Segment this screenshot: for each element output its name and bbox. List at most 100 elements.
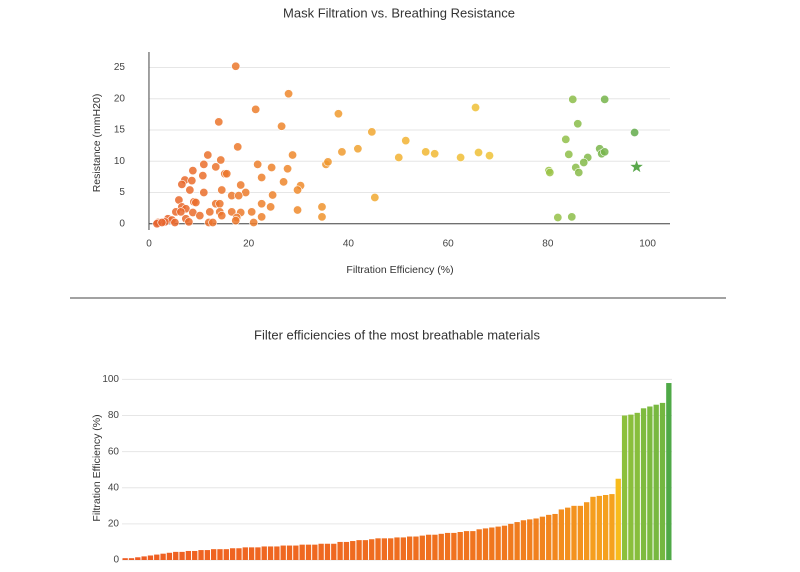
- bar: [324, 543, 331, 560]
- bar: [602, 494, 609, 560]
- point: [471, 103, 481, 113]
- point: [214, 117, 224, 127]
- bar: [552, 513, 558, 560]
- point: [279, 177, 289, 187]
- bar: [425, 534, 432, 560]
- bar: [356, 540, 362, 560]
- point: [267, 163, 277, 173]
- bar: [255, 547, 261, 560]
- bar: [634, 412, 640, 560]
- point: [474, 148, 484, 158]
- bar: [621, 415, 628, 560]
- point: [205, 207, 215, 217]
- bar: [558, 509, 565, 560]
- point: [485, 151, 495, 161]
- bar: [628, 414, 634, 560]
- bar: [166, 552, 173, 560]
- point: [257, 199, 267, 209]
- x-axis-title: Filtration Efficiency (%): [346, 264, 453, 276]
- bar: [590, 496, 596, 560]
- bar: [495, 526, 501, 560]
- bar: [546, 514, 552, 560]
- bar: [501, 525, 508, 560]
- bar: [173, 551, 179, 560]
- point: [579, 158, 589, 168]
- x-tick-label: 60: [443, 239, 455, 250]
- bar: [135, 557, 141, 560]
- point: [600, 94, 610, 104]
- point: [216, 155, 226, 165]
- point: [222, 169, 232, 179]
- x-tick-label: 0: [146, 239, 152, 250]
- bar: [211, 549, 217, 560]
- y-axis-title: Filtration Efficiency (%): [91, 414, 103, 521]
- y-tick-label: 100: [102, 374, 119, 385]
- bar: [198, 550, 204, 560]
- bar: [583, 502, 590, 560]
- point: [199, 188, 209, 198]
- bar: [369, 539, 375, 560]
- bar: [647, 406, 653, 560]
- bar: [520, 520, 527, 560]
- point: [573, 119, 583, 129]
- bar: [318, 543, 324, 560]
- point: [191, 198, 201, 208]
- bar: [457, 532, 463, 560]
- bar: [248, 547, 255, 560]
- point: [564, 149, 574, 159]
- bar: [527, 519, 533, 560]
- point: [293, 205, 303, 215]
- bar: [533, 518, 539, 560]
- bar: [274, 546, 280, 560]
- bar: [236, 548, 242, 560]
- point: [247, 207, 257, 217]
- point: [208, 218, 218, 228]
- point: [430, 149, 440, 159]
- point: [188, 166, 198, 176]
- bar: [476, 529, 482, 560]
- bar: [185, 550, 192, 560]
- y-tick-label: 10: [114, 156, 126, 167]
- point: [561, 134, 571, 144]
- point: [266, 202, 276, 212]
- point: [370, 193, 380, 203]
- bar: [609, 494, 615, 560]
- bar: [160, 553, 166, 560]
- bar: [565, 507, 571, 560]
- point: [394, 153, 404, 163]
- point: [568, 94, 578, 104]
- bar: [406, 536, 413, 560]
- point: [227, 207, 237, 217]
- y-tick-label: 25: [114, 62, 126, 73]
- bar: [615, 478, 621, 560]
- point: [353, 144, 363, 154]
- x-tick-label: 100: [639, 239, 656, 250]
- x-tick-label: 40: [343, 239, 355, 250]
- bar: [343, 541, 350, 560]
- point: [257, 173, 267, 183]
- point: [317, 202, 327, 212]
- bar: [432, 534, 438, 560]
- point: [293, 185, 303, 195]
- bar: [331, 543, 337, 560]
- point: [177, 179, 187, 189]
- point: [199, 159, 209, 169]
- point: [553, 213, 563, 223]
- bar: [400, 537, 406, 560]
- point: [195, 211, 205, 221]
- point: [253, 159, 263, 169]
- bar: [381, 538, 388, 560]
- bar: [223, 549, 229, 560]
- bar: [141, 556, 147, 560]
- y-tick-label: 60: [108, 446, 120, 457]
- bar: [470, 531, 476, 560]
- point: [157, 218, 167, 228]
- x-tick-label: 20: [243, 239, 255, 250]
- bar: [596, 495, 602, 560]
- y-tick-label: 15: [114, 125, 126, 136]
- point: [249, 218, 259, 228]
- bar: [444, 532, 451, 560]
- bar: [489, 527, 495, 560]
- point: [185, 185, 195, 195]
